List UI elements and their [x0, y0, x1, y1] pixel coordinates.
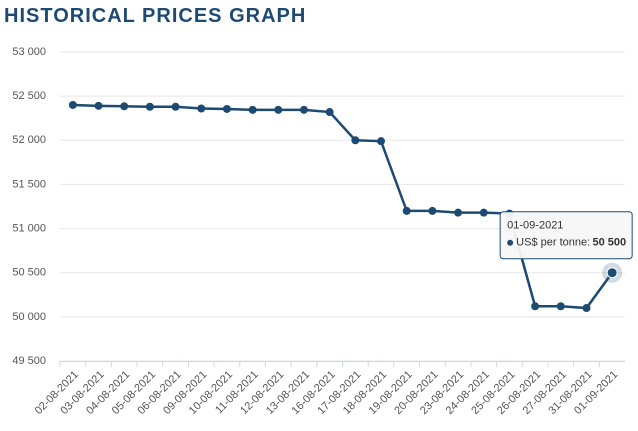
tooltip-series: US$ per tonne:: [516, 237, 590, 249]
y-tick-label: 51 000: [12, 222, 46, 234]
tooltip-header: 01-09-2021: [507, 220, 563, 232]
point: [120, 102, 129, 111]
point: [606, 267, 618, 279]
point: [582, 304, 591, 313]
point: [274, 105, 283, 114]
chart-title: HISTORICAL PRICES GRAPH: [4, 5, 306, 27]
y-tick-label: 52 500: [12, 90, 46, 102]
point: [299, 105, 308, 114]
point: [351, 136, 360, 145]
point: [197, 104, 206, 113]
point: [377, 137, 386, 146]
y-tick-label: 51 500: [12, 178, 46, 190]
tooltip: 01-09-2021 US$ per tonne: 50 500: [499, 211, 633, 260]
point: [171, 102, 180, 111]
tooltip-value: 50 500: [593, 237, 627, 249]
point: [248, 105, 257, 114]
point: [556, 302, 565, 311]
y-tick-label: 53 000: [12, 46, 46, 58]
y-tick-label: 49 500: [12, 355, 46, 367]
point: [479, 208, 488, 217]
tooltip-marker: [507, 239, 514, 246]
point: [531, 302, 540, 311]
point: [68, 100, 77, 109]
point: [94, 101, 103, 110]
y-tick-label: 52 000: [12, 134, 46, 146]
y-tick-label: 50 500: [12, 267, 46, 279]
point: [402, 206, 411, 215]
tooltip-box: [499, 211, 633, 260]
point: [428, 206, 437, 215]
point: [145, 102, 154, 111]
y-tick-label: 50 000: [12, 311, 46, 323]
point: [222, 104, 231, 113]
point: [325, 108, 334, 117]
line: [72, 103, 614, 310]
point: [454, 208, 463, 217]
